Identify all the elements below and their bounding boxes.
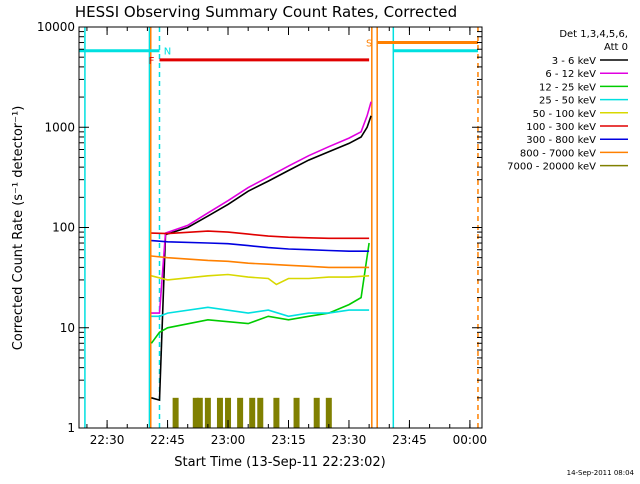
series-line-5 (151, 230, 370, 240)
legend-entry-label: 12 - 25 keV (539, 82, 596, 93)
y-tick-label: 10 (60, 321, 75, 335)
legend-entry-label: 50 - 100 keV (533, 109, 597, 120)
vertical-markers (84, 27, 479, 428)
flag-label-S: S (366, 39, 372, 50)
x-axis-label: Start Time (13-Sep-11 22:23:02) (174, 455, 385, 470)
x-tick-label: 00:00 (453, 433, 488, 447)
series-line-2 (150, 242, 370, 344)
generated-timestamp: 14-Sep-2011 08:04 (567, 469, 635, 477)
legend-entry-label: 100 - 300 keV (526, 122, 596, 133)
y-tick-label: 100 (52, 221, 75, 235)
series-line-4 (151, 273, 370, 286)
legend-entry-label: 6 - 12 keV (545, 69, 596, 80)
series-line-6 (151, 239, 370, 252)
y-tick-label: 1000 (44, 120, 75, 134)
legend-entry-label: 800 - 7000 keV (520, 148, 596, 159)
x-tick-label: 22:45 (150, 433, 185, 447)
series-line-7 (151, 255, 370, 269)
legend-title: Det 1,3,4,5,6, (559, 29, 628, 40)
series-7000-20000kev (172, 397, 332, 428)
y-axis-label: Corrected Count Rate (s⁻¹ detector⁻¹) (11, 106, 26, 351)
legend-title-line2: Att 0 (604, 42, 628, 53)
x-tick-label: 23:15 (271, 433, 306, 447)
legend-entry-label: 300 - 800 keV (526, 135, 596, 146)
legend: Det 1,3,4,5,6, Att 0 3 - 6 keV 6 - 12 keV… (507, 29, 628, 173)
flag-bars: NF S (79, 39, 478, 67)
x-tick-label: 23:45 (392, 433, 427, 447)
x-tick-label: 23:30 (332, 433, 367, 447)
legend-entry-label: 7000 - 20000 keV (507, 162, 596, 173)
series-line-0 (151, 115, 372, 402)
series-layer (150, 101, 372, 428)
legend-entry-label: 3 - 6 keV (552, 56, 596, 67)
flag-label-F: F (149, 56, 155, 67)
y-tick-label: 10000 (37, 20, 75, 34)
series-line-1 (151, 101, 372, 314)
flag-label-N: N (164, 47, 171, 58)
chart-title: HESSI Observing Summary Count Rates, Cor… (75, 3, 457, 21)
y-tick-label: 1 (67, 421, 75, 435)
plot-frame (78, 26, 483, 429)
x-tick-label: 23:00 (211, 433, 246, 447)
series-line-3 (151, 306, 370, 318)
x-tick-label: 22:30 (90, 433, 125, 447)
legend-entry-label: 25 - 50 keV (539, 96, 596, 107)
axes: 22:30 22:45 23:00 23:15 23:30 23:45 00:00 1 10 10… (37, 20, 487, 447)
